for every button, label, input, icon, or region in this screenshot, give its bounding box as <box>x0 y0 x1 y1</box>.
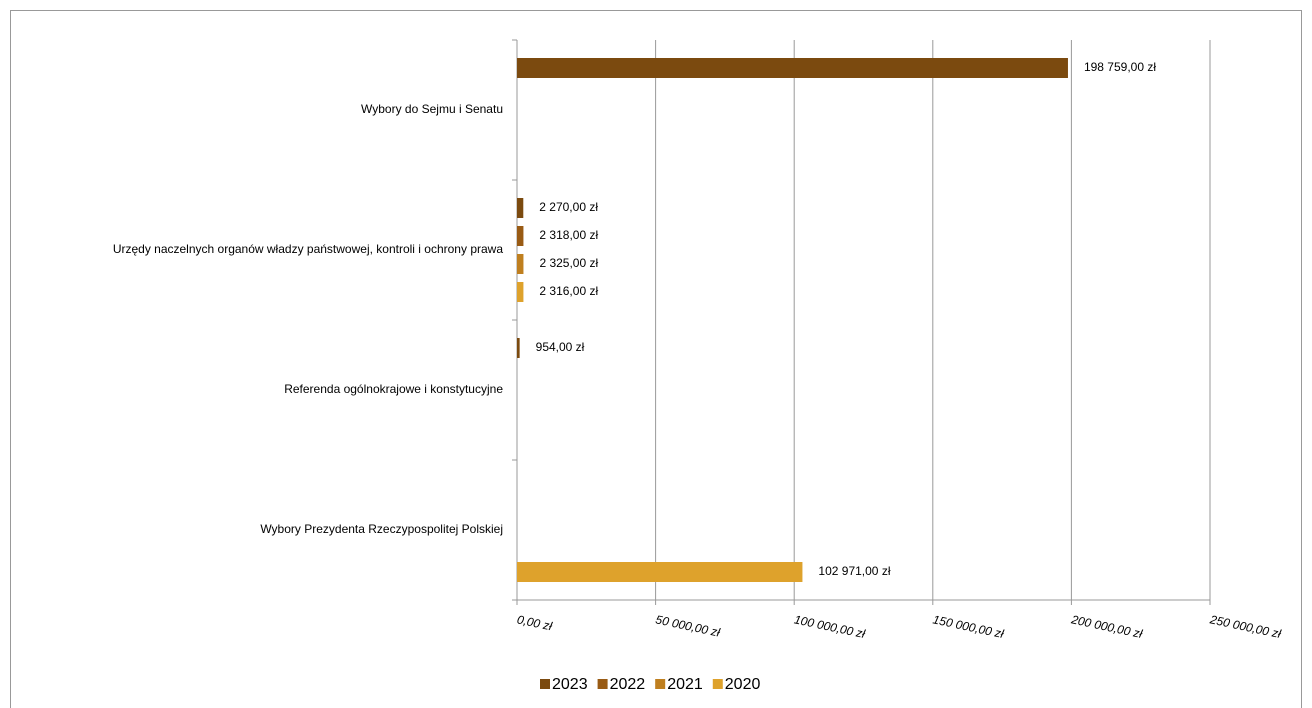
bar <box>517 282 524 302</box>
data-label: 2 318,00 zł <box>539 228 598 242</box>
legend-label: 2023 <box>552 676 588 693</box>
data-label: 2 316,00 zł <box>539 284 598 298</box>
data-label: 954,00 zł <box>536 340 585 354</box>
chart-border <box>10 10 1302 708</box>
legend-swatch <box>712 679 723 689</box>
y-tick-label: Referenda ogólnokrajowe i konstytucyjne <box>284 382 503 396</box>
x-tick-label: 250 000,00 zł <box>1208 612 1283 641</box>
legend-swatch <box>597 679 608 689</box>
bar <box>517 58 1068 78</box>
bar <box>517 562 803 582</box>
data-label: 2 270,00 zł <box>539 200 598 214</box>
legend-label: 2022 <box>610 676 646 693</box>
y-tick-label: Wybory Prezydenta Rzeczypospolitej Polsk… <box>260 522 503 536</box>
legend-swatch <box>655 679 666 689</box>
bar <box>517 198 524 218</box>
legend-label: 2021 <box>667 676 703 693</box>
data-label: 2 325,00 zł <box>539 256 598 270</box>
x-tick-label: 0,00 zł <box>516 612 554 633</box>
bar <box>517 226 524 246</box>
y-tick-label: Wybory do Sejmu i Senatu <box>361 102 503 116</box>
x-tick-label: 200 000,00 zł <box>1069 612 1144 641</box>
data-label: 102 971,00 zł <box>818 564 890 578</box>
bar <box>517 338 520 358</box>
legend-label: 2020 <box>725 676 761 693</box>
x-tick-label: 100 000,00 zł <box>793 612 867 641</box>
bar <box>517 254 524 274</box>
x-tick-label: 150 000,00 zł <box>932 612 1006 641</box>
legend-swatch <box>540 679 550 689</box>
data-label: 198 759,00 zł <box>1084 60 1156 74</box>
x-tick-label: 50 000,00 zł <box>654 612 721 639</box>
y-tick-label: Urzędy naczelnych organów władzy państwo… <box>113 242 504 256</box>
